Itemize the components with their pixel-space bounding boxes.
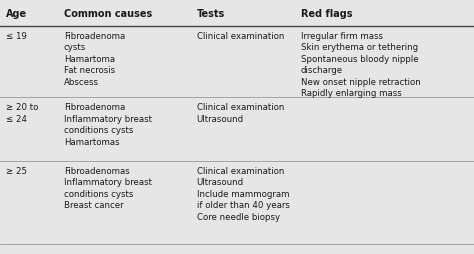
Text: Fibroadenoma
cysts
Hamartoma
Fat necrosis
Abscess: Fibroadenoma cysts Hamartoma Fat necrosi…: [64, 32, 125, 86]
Text: Age: Age: [6, 9, 27, 19]
Text: Tests: Tests: [197, 9, 225, 19]
Text: ≤ 19: ≤ 19: [6, 32, 27, 41]
Text: Fibroadenoma
Inflammatory breast
conditions cysts
Hamartomas: Fibroadenoma Inflammatory breast conditi…: [64, 103, 152, 146]
Text: Common causes: Common causes: [64, 9, 152, 19]
Text: ≥ 25: ≥ 25: [6, 166, 27, 175]
Text: Red flags: Red flags: [301, 9, 353, 19]
Text: Clinical examination
Ultrasound
Include mammogram
if older than 40 years
Core ne: Clinical examination Ultrasound Include …: [197, 166, 290, 221]
Text: Clinical examination
Ultrasound: Clinical examination Ultrasound: [197, 103, 284, 123]
Text: Fibroadenomas
Inflammatory breast
conditions cysts
Breast cancer: Fibroadenomas Inflammatory breast condit…: [64, 166, 152, 210]
Text: Clinical examination: Clinical examination: [197, 32, 284, 41]
Text: ≥ 20 to
≤ 24: ≥ 20 to ≤ 24: [6, 103, 38, 123]
Text: Irregular firm mass
Skin erythema or tethering
Spontaneous bloody nipple
dischar: Irregular firm mass Skin erythema or tet…: [301, 32, 421, 98]
